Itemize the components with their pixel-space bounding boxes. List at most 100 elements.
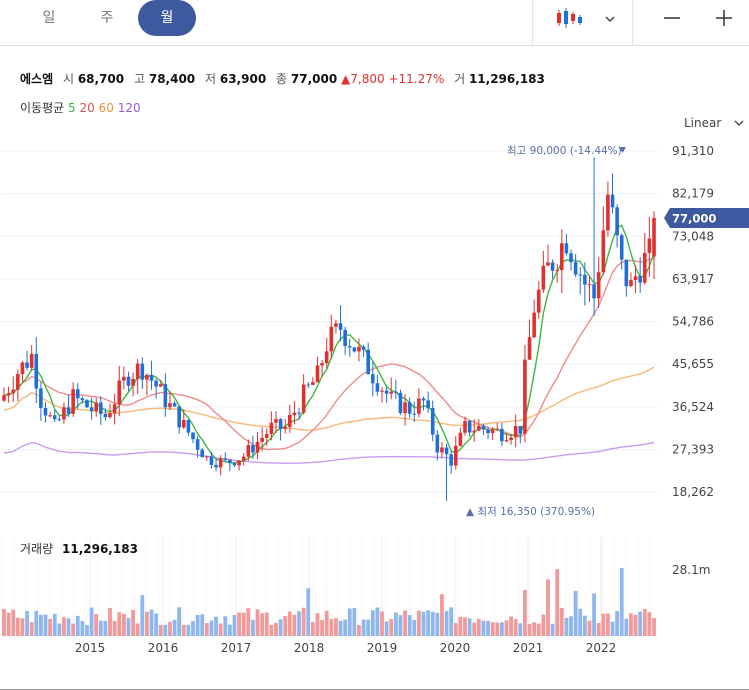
volume-bar bbox=[338, 620, 343, 636]
ma120-line bbox=[3, 441, 655, 464]
candle bbox=[472, 419, 477, 442]
high-label: 고 bbox=[133, 72, 146, 86]
volume-bar bbox=[43, 614, 48, 636]
volume-bar bbox=[140, 595, 145, 636]
candle bbox=[532, 299, 536, 339]
candle bbox=[251, 435, 255, 460]
volume-bar bbox=[25, 610, 29, 636]
volume-bar bbox=[181, 624, 186, 636]
candle bbox=[186, 419, 191, 436]
candle bbox=[71, 382, 75, 417]
candle bbox=[375, 374, 380, 396]
zoom-out-button[interactable] bbox=[658, 0, 686, 36]
volume-bar bbox=[582, 615, 587, 636]
candle bbox=[638, 257, 642, 293]
volume-bar bbox=[71, 623, 76, 636]
volume-bar bbox=[15, 617, 20, 636]
open-label: 시 bbox=[62, 72, 74, 86]
ma5-line bbox=[3, 224, 655, 464]
year-tick-label: 2017 bbox=[221, 641, 252, 655]
volume-bar bbox=[209, 620, 214, 636]
candle bbox=[619, 233, 624, 270]
candle bbox=[149, 360, 154, 390]
volume-bar bbox=[214, 616, 218, 636]
scale-dropdown[interactable]: Linear bbox=[684, 116, 745, 130]
volume-bar bbox=[499, 622, 504, 636]
volume-bar bbox=[191, 621, 195, 636]
candle bbox=[218, 455, 223, 476]
chevron-down-icon[interactable] bbox=[598, 0, 622, 36]
zoom-in-button[interactable] bbox=[710, 0, 738, 36]
volume-bar bbox=[158, 625, 163, 636]
toolbar-divider bbox=[532, 0, 533, 46]
volume-panel-label: 거래량 bbox=[20, 542, 53, 556]
volume-bar bbox=[366, 619, 371, 636]
volume-bar bbox=[416, 610, 421, 636]
volume-bar bbox=[513, 619, 518, 636]
candle bbox=[652, 211, 656, 279]
volume-bar bbox=[384, 621, 389, 636]
candle bbox=[435, 430, 440, 461]
volume-bar bbox=[52, 613, 57, 636]
price-tick-label: 27,393 bbox=[672, 442, 714, 456]
volume-bar bbox=[615, 611, 620, 636]
volume-bar bbox=[541, 614, 546, 636]
candle bbox=[467, 420, 472, 437]
tab-month[interactable]: 월 bbox=[138, 0, 196, 36]
volume-bar bbox=[121, 613, 126, 636]
high-annotation: 최고 90,000 (-14.44%) bbox=[507, 145, 622, 157]
candle bbox=[583, 262, 587, 306]
volume-bar bbox=[467, 618, 472, 636]
volume-bar bbox=[264, 612, 269, 636]
volume-bar bbox=[218, 623, 223, 636]
price-tick-label: 73,048 bbox=[672, 229, 714, 243]
volume-bar bbox=[38, 614, 43, 636]
candle bbox=[629, 272, 633, 287]
candle bbox=[357, 338, 361, 362]
ma60-line bbox=[3, 366, 655, 432]
volume-bar bbox=[347, 608, 352, 636]
volume-bar bbox=[177, 607, 182, 636]
volume-bar bbox=[135, 623, 140, 636]
high-marker-icon bbox=[619, 147, 626, 153]
volume-bar bbox=[606, 613, 610, 636]
price-tick-label: 18,262 bbox=[672, 485, 714, 499]
volume-bar bbox=[246, 608, 251, 636]
candle bbox=[25, 350, 29, 371]
candle bbox=[205, 455, 209, 462]
candle bbox=[20, 361, 25, 383]
volume-bar bbox=[476, 618, 481, 636]
candle bbox=[398, 389, 403, 415]
tab-week[interactable]: 주 bbox=[100, 10, 114, 26]
candle bbox=[145, 373, 149, 396]
volume-bar bbox=[117, 612, 122, 636]
tab-day[interactable]: 일 bbox=[42, 10, 56, 26]
volume-bar bbox=[48, 618, 52, 636]
candle bbox=[509, 434, 513, 445]
candle bbox=[417, 388, 421, 418]
candle bbox=[412, 401, 417, 422]
candle bbox=[615, 204, 619, 248]
volume-bar bbox=[227, 624, 232, 636]
ma20-label: 20 bbox=[79, 101, 95, 115]
candle bbox=[490, 426, 495, 440]
volume-bar bbox=[237, 612, 242, 636]
volume-bar bbox=[569, 616, 573, 636]
candle bbox=[172, 400, 177, 407]
candle bbox=[66, 394, 71, 417]
candle bbox=[80, 396, 85, 404]
candle bbox=[647, 216, 652, 278]
candle bbox=[578, 267, 583, 295]
volume-bar bbox=[536, 623, 541, 636]
chart-type-button[interactable] bbox=[548, 0, 588, 36]
volume-bar bbox=[232, 615, 237, 636]
price-tick-label: 54,786 bbox=[672, 315, 714, 329]
candle bbox=[255, 432, 260, 460]
volume-bar bbox=[172, 619, 177, 636]
candle bbox=[126, 371, 131, 392]
high-value: 78,400 bbox=[148, 72, 196, 86]
minus-icon bbox=[664, 17, 680, 19]
volume-bar bbox=[301, 607, 306, 636]
candle bbox=[89, 398, 94, 420]
volume-bar bbox=[370, 610, 375, 636]
